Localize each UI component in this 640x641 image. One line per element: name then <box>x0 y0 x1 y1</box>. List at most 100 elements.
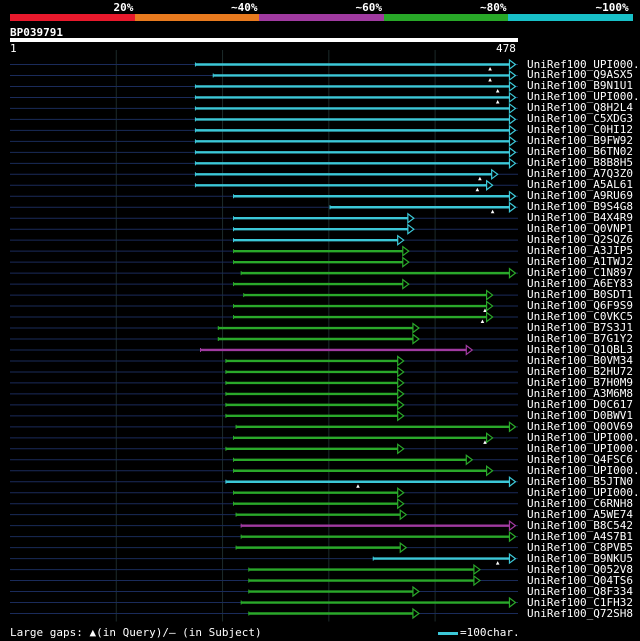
hit-arrow-icon <box>508 530 517 543</box>
hit-arrow-icon <box>412 322 420 334</box>
hit-label[interactable]: UniRef100_B9S4G8 <box>527 200 633 214</box>
hit-arrow-icon <box>508 69 517 82</box>
query-end: 478 <box>496 42 516 55</box>
scale-swatch <box>438 631 458 635</box>
hit-arrow-icon <box>508 421 517 433</box>
hit-arrow-icon <box>486 289 494 301</box>
hit-label[interactable]: UniRef100_B0SDT1 <box>527 288 633 302</box>
gap-marker-icon <box>483 440 487 444</box>
hit-label[interactable]: UniRef100_C5XDG3 <box>527 112 633 126</box>
hit-arrow-icon <box>508 476 517 488</box>
hit-arrow-icon <box>486 311 494 323</box>
hit-label[interactable]: UniRef100_A7Q3Z0 <box>527 167 633 181</box>
hit-label[interactable]: UniRef100_B9N1U1 <box>527 79 633 93</box>
hit-label[interactable]: UniRef100_Q8H2L4 <box>527 101 633 115</box>
hit-arrow-icon <box>486 432 494 444</box>
hit-arrow-icon <box>465 344 474 356</box>
hit-label[interactable]: UniRef100_B8C542 <box>527 518 633 532</box>
hit-arrow-icon <box>508 201 517 213</box>
hit-label[interactable]: UniRef100_UPI000... <box>527 463 640 477</box>
hit-label[interactable]: UniRef100_UPI000... <box>527 485 640 499</box>
hit-label[interactable]: UniRef100_B2HU72 <box>527 364 633 378</box>
hit-label[interactable]: UniRef100_UPI000... <box>527 90 640 104</box>
hit-label[interactable]: UniRef100_D0BWV1 <box>527 408 633 422</box>
hit-label[interactable]: UniRef100_A3JIP5 <box>527 244 633 258</box>
gap-marker-icon <box>478 176 482 181</box>
hit-label[interactable]: UniRef100_Q4FSC6 <box>527 452 633 466</box>
hit-arrow-icon <box>508 135 517 148</box>
hit-label[interactable]: UniRef100_C8PVB5 <box>527 540 633 554</box>
hit-label[interactable]: UniRef100_C0HI12 <box>527 123 633 137</box>
hit-label[interactable]: UniRef100_A6EY83 <box>527 277 633 291</box>
hit-label[interactable]: UniRef100_B8B8H5 <box>527 156 633 170</box>
hit-arrow-icon <box>508 80 517 93</box>
hit-label[interactable]: UniRef100_B5JTN0 <box>527 474 633 488</box>
scale-legend: =100char. <box>438 626 520 639</box>
scale-segment <box>259 14 384 21</box>
hit-arrow-icon <box>402 245 410 257</box>
hit-label[interactable]: UniRef100_UPI000... <box>527 57 640 71</box>
hit-label[interactable]: UniRef100_B9FW92 <box>527 134 633 148</box>
hit-arrow-icon <box>508 596 517 609</box>
hit-label[interactable]: UniRef100_D0C617 <box>527 397 633 411</box>
hit-label[interactable]: UniRef100_A4S7B1 <box>527 529 633 543</box>
gap-marker-icon <box>490 209 495 214</box>
query-id: BP039791 <box>10 26 63 39</box>
query-bar <box>10 38 518 42</box>
hit-label[interactable]: UniRef100_Q1QBL3 <box>527 342 633 356</box>
hit-label[interactable]: UniRef100_A5AL61 <box>527 178 633 192</box>
hit-label[interactable]: UniRef100_C1FH32 <box>527 595 633 609</box>
hit-label[interactable]: UniRef100_Q2SQZ6 <box>527 233 633 247</box>
scale-segment <box>134 14 260 21</box>
hit-arrow-icon <box>508 190 517 202</box>
hit-label[interactable]: UniRef100_UPI000... <box>527 430 640 444</box>
query-start: 1 <box>10 42 17 55</box>
hit-arrow-icon <box>508 146 517 159</box>
gap-marker-icon <box>480 319 485 324</box>
scale-label: 20% <box>113 1 134 14</box>
hit-arrow-icon <box>473 574 481 587</box>
hit-label[interactable]: UniRef100_Q9ASX5 <box>527 68 633 82</box>
hit-label[interactable]: UniRef100_C1N897 <box>527 266 633 280</box>
hit-label[interactable]: UniRef100_Q0VNP1 <box>527 222 633 236</box>
hit-arrow-icon <box>486 179 494 191</box>
hit-label[interactable]: UniRef100_A5WE74 <box>527 507 633 521</box>
hit-arrow-icon <box>412 607 420 620</box>
hit-label[interactable]: UniRef100_Q052V8 <box>527 562 633 576</box>
hit-arrow-icon <box>473 563 481 576</box>
scale-label: ~80% <box>480 1 507 14</box>
gap-marker-icon <box>483 308 487 313</box>
hit-label[interactable]: UniRef100_B4X4R9 <box>527 211 633 225</box>
hit-label[interactable]: UniRef100_A1TWJ2 <box>527 255 633 269</box>
hit-label[interactable]: UniRef100_B7H0M9 <box>527 375 633 389</box>
hit-label[interactable]: UniRef100_Q04TS6 <box>527 573 633 587</box>
hit-label[interactable]: UniRef100_Q8F334 <box>527 584 633 598</box>
hit-label[interactable]: UniRef100_Q0OV69 <box>527 419 633 433</box>
hit-label[interactable]: UniRef100_B7G1Y2 <box>527 332 633 345</box>
hit-arrow-icon <box>397 410 405 422</box>
hit-arrow-icon <box>412 333 420 345</box>
scale-segment <box>508 14 633 21</box>
hit-label[interactable]: UniRef100_B7S3J1 <box>527 321 633 335</box>
hit-label[interactable]: UniRef100_A9RU69 <box>527 189 633 203</box>
scale-label: ~60% <box>355 1 383 14</box>
hit-label[interactable]: UniRef100_C0VKC5 <box>527 310 633 324</box>
hit-arrow-icon <box>486 300 494 312</box>
hit-label[interactable]: UniRef100_C6RNH8 <box>527 496 633 510</box>
hit-arrow-icon <box>397 487 405 499</box>
scale-label: ~100% <box>595 1 629 14</box>
hit-arrow-icon <box>397 399 405 411</box>
hit-arrow-icon <box>397 366 405 378</box>
hit-arrow-icon <box>402 256 410 268</box>
hit-label[interactable]: UniRef100_B0VM34 <box>527 353 633 367</box>
hit-arrow-icon <box>491 168 499 181</box>
hit-label[interactable]: UniRef100_B9NKU5 <box>527 551 633 565</box>
hit-label[interactable]: UniRef100_UPI000... <box>527 441 640 455</box>
hit-label[interactable]: UniRef100_A3M6M8 <box>527 386 633 400</box>
scale-segment <box>10 14 135 21</box>
hit-label[interactable]: UniRef100_Q6F9S9 <box>527 299 633 313</box>
hit-label[interactable]: UniRef100_B6TN02 <box>527 145 633 159</box>
hit-arrow-icon <box>397 355 405 367</box>
hit-label[interactable]: UniRef100_Q72SH8 <box>527 606 633 620</box>
